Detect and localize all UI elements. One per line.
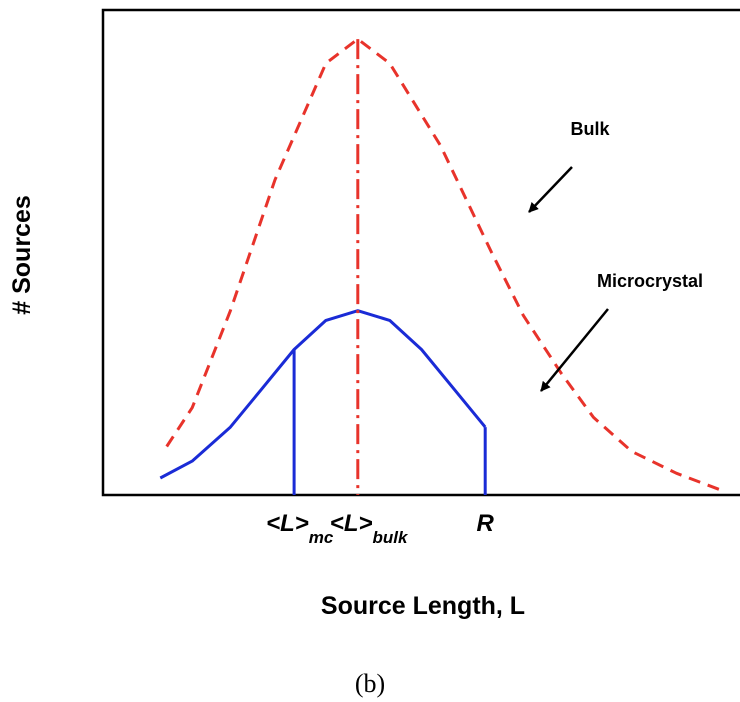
annotation-bulk-arrow (528, 166, 573, 213)
annotation-microcrystal-label: Microcrystal (597, 271, 703, 291)
y-axis-label: # Sources (8, 195, 36, 315)
marker-label-bulk: <L>bulk (330, 510, 409, 547)
series-microcrystal-line (159, 309, 487, 480)
x-axis-label: Source Length, L (321, 592, 525, 620)
figure-caption: (b) (355, 669, 385, 698)
marker-labels: <L>mc<L>bulk R (266, 510, 494, 547)
plot-frame (101, 8, 740, 497)
annotation-microcrystal-arrow (540, 308, 609, 392)
marker-label-mc: <L>mc (266, 510, 334, 547)
marker-label-r: R (477, 510, 495, 537)
series-bulk-line (165, 37, 722, 492)
annotation-bulk-label: Bulk (570, 119, 610, 139)
plot-area (101, 8, 740, 497)
